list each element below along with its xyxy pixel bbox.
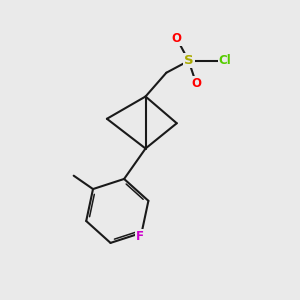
Text: S: S xyxy=(184,54,194,67)
Text: Cl: Cl xyxy=(218,54,231,67)
Text: O: O xyxy=(172,32,182,45)
Text: O: O xyxy=(191,76,201,90)
Text: F: F xyxy=(136,230,144,243)
